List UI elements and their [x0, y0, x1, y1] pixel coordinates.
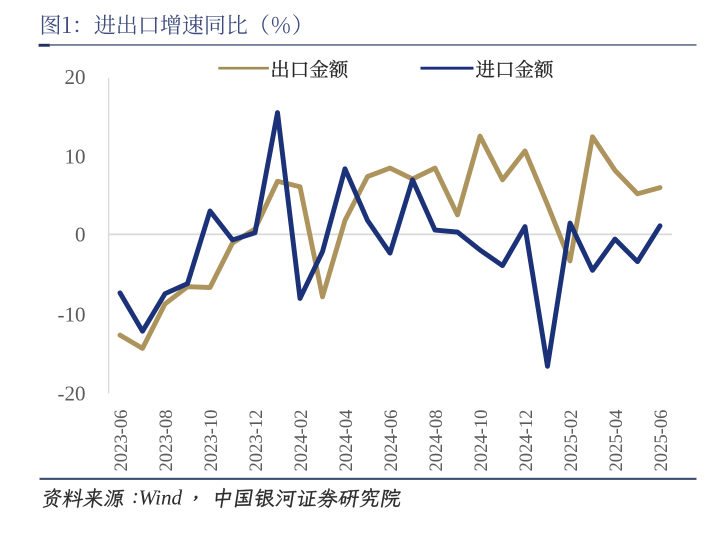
svg-text:10: 10 — [65, 145, 86, 169]
svg-text:-10: -10 — [58, 303, 86, 327]
svg-text:2024-10: 2024-10 — [471, 410, 492, 472]
svg-text:2025-04: 2025-04 — [606, 410, 627, 472]
svg-text:2023-10: 2023-10 — [201, 410, 222, 472]
svg-text:2024-12: 2024-12 — [516, 410, 537, 472]
svg-text:2023-12: 2023-12 — [246, 410, 267, 472]
svg-text:2024-08: 2024-08 — [426, 410, 447, 472]
svg-text:20: 20 — [65, 65, 86, 89]
svg-text:2024-04: 2024-04 — [336, 410, 357, 472]
svg-text:2025-06: 2025-06 — [651, 410, 672, 472]
svg-text:2024-06: 2024-06 — [381, 410, 402, 472]
svg-text:Wind: Wind — [139, 486, 183, 510]
svg-text:-20: -20 — [58, 382, 86, 406]
svg-text:0: 0 — [75, 223, 86, 247]
svg-text:2023-08: 2023-08 — [156, 410, 177, 472]
svg-text:2023-06: 2023-06 — [111, 410, 132, 472]
svg-text:2024-02: 2024-02 — [291, 410, 312, 472]
svg-text:2025-02: 2025-02 — [561, 410, 582, 472]
